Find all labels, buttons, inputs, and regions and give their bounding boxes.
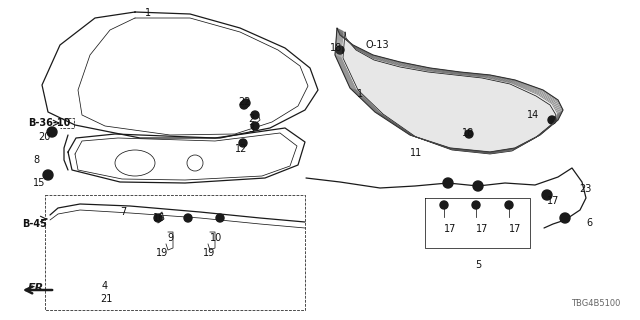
Circle shape — [43, 170, 53, 180]
Text: 10: 10 — [210, 233, 222, 243]
Text: 19: 19 — [203, 248, 215, 258]
Text: 12: 12 — [235, 144, 248, 154]
Text: FR.: FR. — [28, 283, 49, 293]
Text: 3: 3 — [248, 124, 254, 134]
Text: 18: 18 — [330, 43, 342, 53]
Circle shape — [505, 201, 513, 209]
Text: 23: 23 — [579, 184, 591, 194]
Text: 2: 2 — [248, 114, 254, 124]
Text: 20: 20 — [38, 132, 51, 142]
Circle shape — [242, 99, 250, 107]
Circle shape — [473, 181, 483, 191]
Text: 16: 16 — [153, 213, 165, 223]
Text: 8: 8 — [33, 155, 39, 165]
Circle shape — [240, 101, 248, 109]
Text: 17: 17 — [444, 224, 456, 234]
Circle shape — [548, 116, 556, 124]
Circle shape — [465, 130, 473, 138]
Circle shape — [184, 214, 192, 222]
Text: 5: 5 — [475, 260, 481, 270]
Text: 22: 22 — [238, 97, 250, 107]
Text: 17: 17 — [476, 224, 488, 234]
Text: 14: 14 — [527, 110, 540, 120]
Text: 9: 9 — [167, 233, 173, 243]
Text: 15: 15 — [33, 178, 45, 188]
Text: 1: 1 — [357, 89, 363, 99]
Text: 17: 17 — [547, 196, 559, 206]
Text: O-13: O-13 — [365, 40, 388, 50]
Circle shape — [542, 190, 552, 200]
Circle shape — [251, 111, 259, 119]
Text: 7: 7 — [120, 207, 126, 217]
Circle shape — [440, 201, 448, 209]
Text: 19: 19 — [156, 248, 168, 258]
Text: B-45: B-45 — [22, 219, 47, 229]
Text: TBG4B5100: TBG4B5100 — [571, 299, 620, 308]
Circle shape — [47, 127, 57, 137]
Text: 6: 6 — [586, 218, 592, 228]
Circle shape — [239, 139, 247, 147]
Circle shape — [154, 214, 162, 222]
Circle shape — [472, 201, 480, 209]
Circle shape — [336, 46, 344, 54]
Text: B-36-10: B-36-10 — [28, 118, 70, 128]
Text: 11: 11 — [410, 148, 422, 158]
Circle shape — [560, 213, 570, 223]
Polygon shape — [335, 28, 563, 152]
Circle shape — [216, 214, 224, 222]
Text: 18: 18 — [462, 128, 474, 138]
Text: 4: 4 — [102, 281, 108, 291]
Text: 21: 21 — [100, 294, 113, 304]
Text: 1: 1 — [145, 8, 151, 18]
Circle shape — [251, 122, 259, 130]
Text: 17: 17 — [509, 224, 522, 234]
Circle shape — [443, 178, 453, 188]
